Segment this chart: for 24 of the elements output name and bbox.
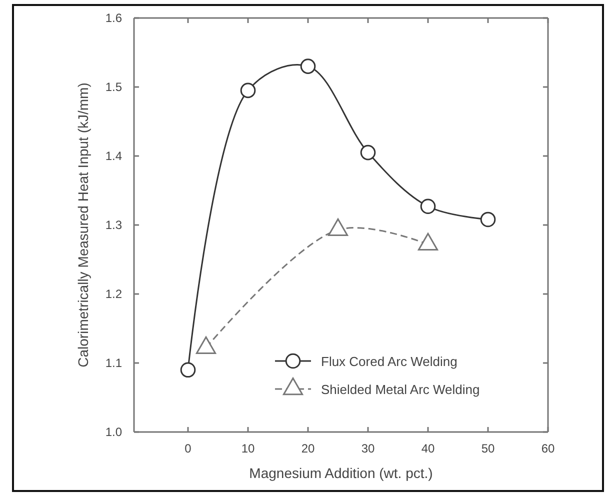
y-axis-title: Calorimetrically Measured Heat Input (kJ/mm) — [75, 82, 91, 368]
y-tick-label: 1.5 — [105, 80, 122, 94]
x-tick-label: 40 — [421, 442, 435, 456]
x-axis-title: Magnesium Addition (wt. pct.) — [249, 465, 433, 481]
y-tick-label: 1.2 — [105, 286, 122, 301]
point — [360, 144, 376, 160]
y-tick-label: 1.0 — [105, 424, 122, 439]
point — [180, 362, 196, 378]
x-tick-label: 20 — [301, 442, 315, 456]
point — [480, 212, 496, 228]
legend-label: Shielded Metal Arc Welding — [321, 382, 480, 397]
x-tick-label: 60 — [541, 442, 555, 456]
point — [300, 58, 316, 74]
y-tick-label: 1.1 — [105, 356, 122, 370]
point — [420, 198, 436, 214]
y-tick-label: 1.4 — [105, 148, 122, 163]
x-tick-label: 50 — [481, 442, 495, 456]
point — [240, 82, 256, 98]
y-tick-label: 1.6 — [105, 10, 122, 25]
x-tick-label: 10 — [241, 442, 255, 456]
y-tick-label: 1.3 — [105, 218, 122, 232]
legend-label: Flux Cored Arc Welding — [321, 354, 458, 369]
x-tick-label: 0 — [184, 442, 192, 456]
x-tick-label: 30 — [361, 442, 375, 456]
